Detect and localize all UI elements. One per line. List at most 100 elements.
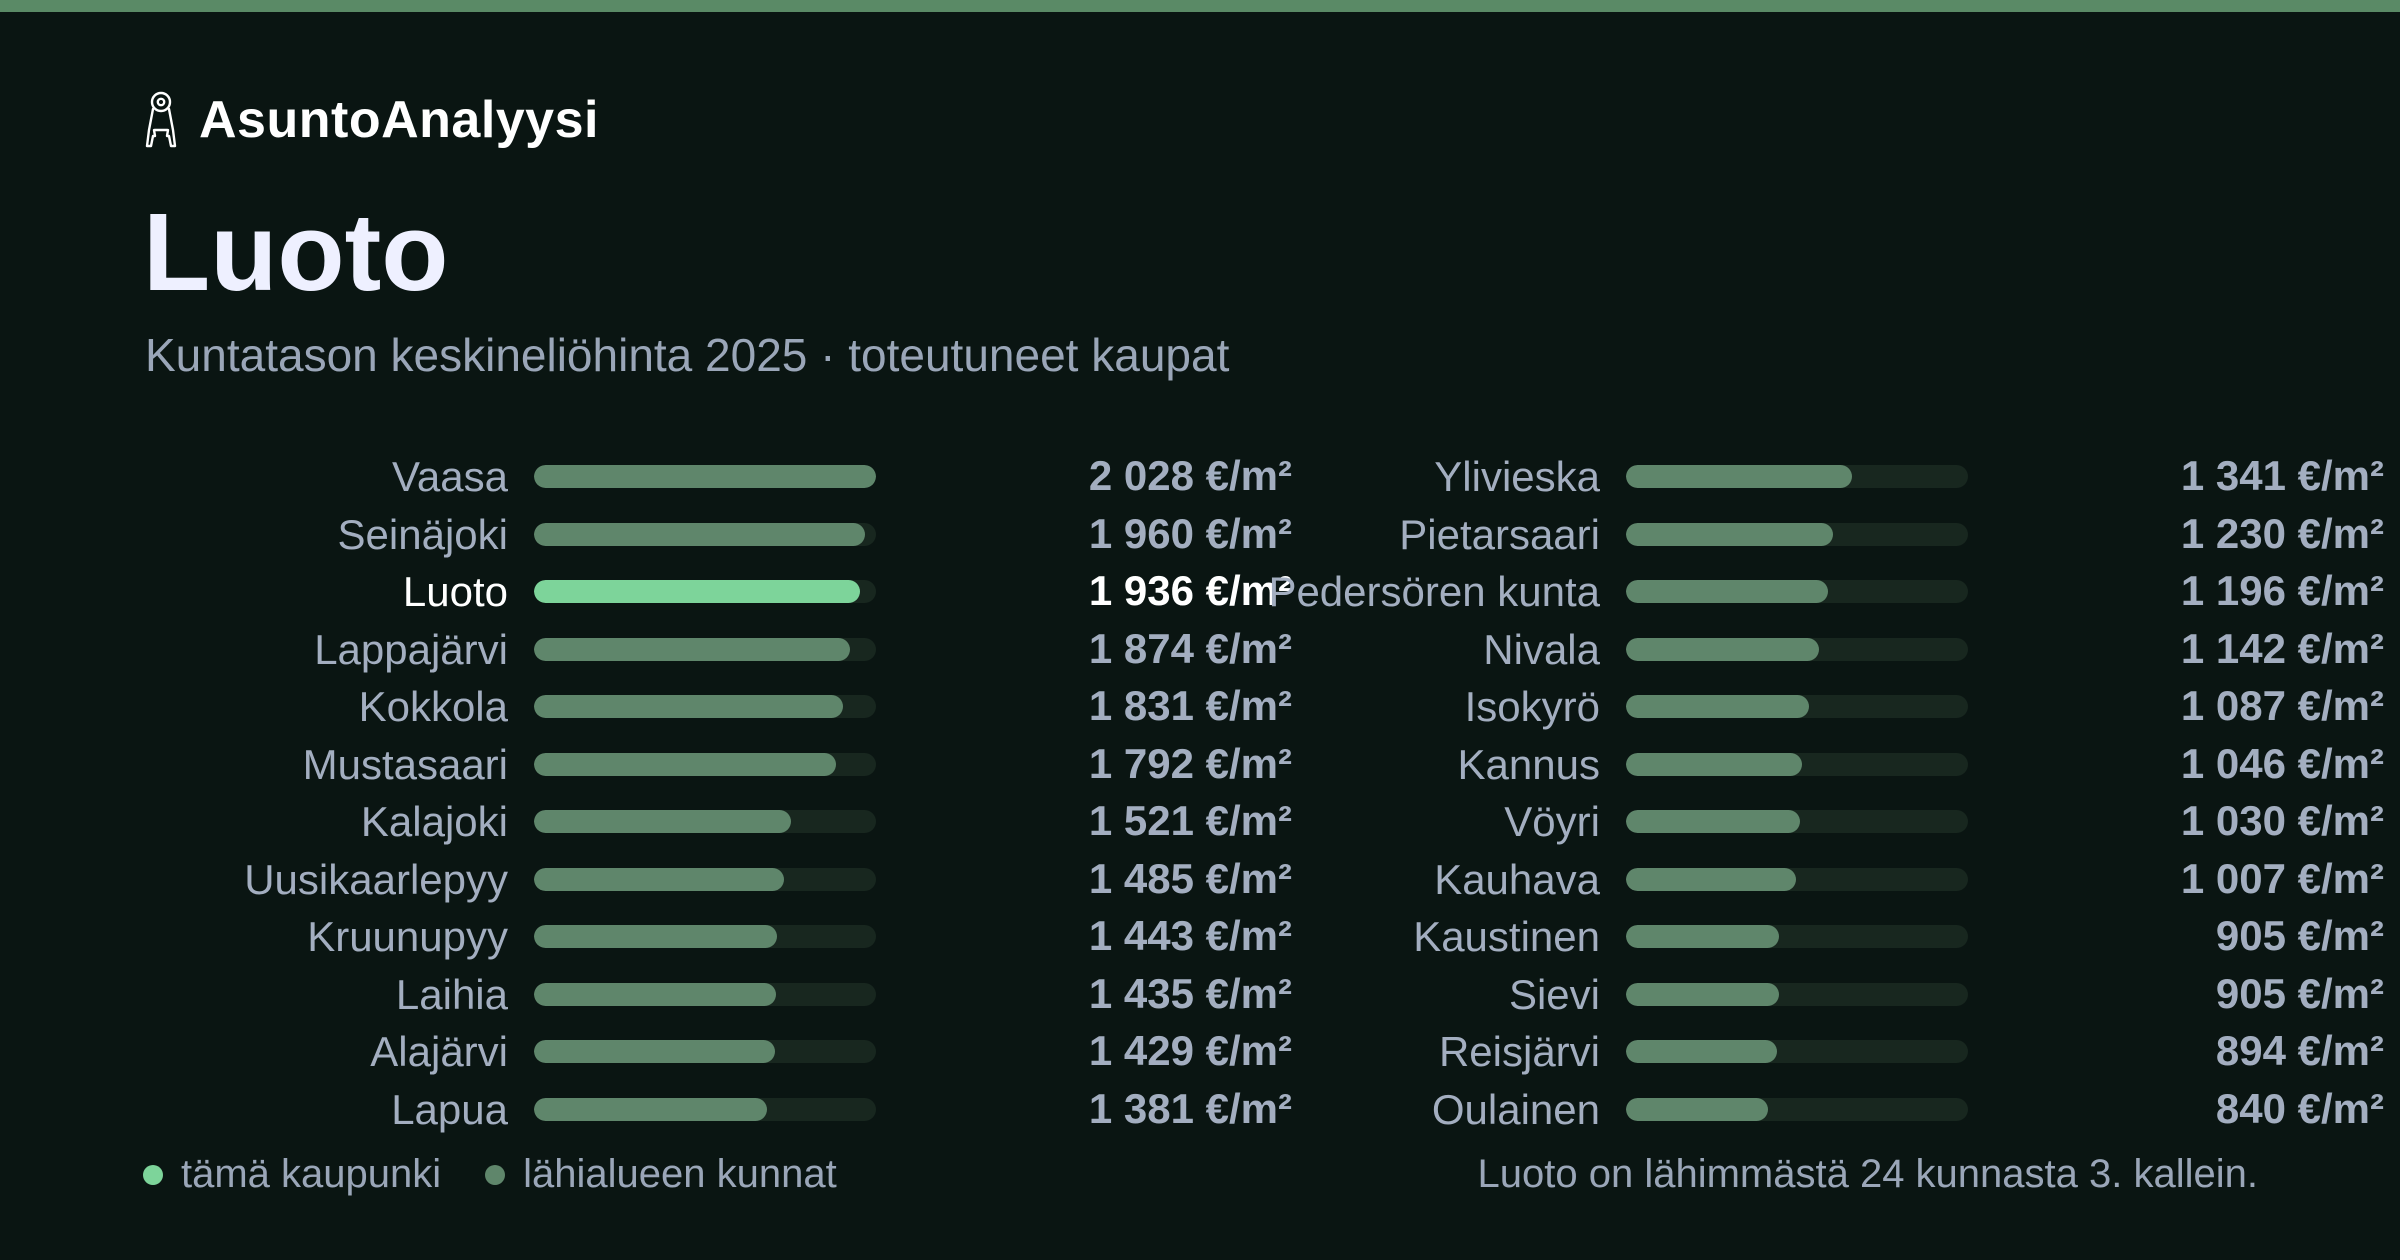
bar xyxy=(1626,580,1828,603)
legend-dot-neighbors xyxy=(485,1164,506,1185)
bar-track xyxy=(534,1040,876,1063)
bar-value-label: 1 435 €/m² xyxy=(1088,969,1292,1017)
legend-item-neighbors: lähialueen kunnat xyxy=(485,1152,837,1197)
bar-value-label: 1 341 €/m² xyxy=(2180,452,2384,499)
bar xyxy=(534,925,778,948)
bar xyxy=(534,1097,767,1121)
bar-track xyxy=(1626,925,1968,948)
bar-track xyxy=(1626,637,1968,661)
bar xyxy=(534,1040,775,1063)
bar-label: Luoto xyxy=(402,568,508,615)
bar-value-label: 1 087 €/m² xyxy=(2180,682,2384,729)
bar-value-label: 1 521 €/m² xyxy=(1088,797,1292,844)
bar-value-label: 905 €/m² xyxy=(2215,912,2384,959)
bar xyxy=(1626,925,1779,948)
bar-track xyxy=(534,580,876,603)
bar xyxy=(534,982,776,1006)
bar xyxy=(1626,752,1803,776)
bar-label: Pedersören kunta xyxy=(1268,568,1600,615)
bar-track xyxy=(534,810,876,833)
bar-track xyxy=(534,465,876,488)
bar-label: Kannus xyxy=(1457,740,1600,788)
bar-track xyxy=(1626,982,1968,1006)
bar-value-label: 894 €/m² xyxy=(2215,1027,2384,1074)
bar-value-label: 1 443 €/m² xyxy=(1088,912,1292,959)
bar-value-label: 1 196 €/m² xyxy=(2180,567,2384,614)
bar-track xyxy=(1626,810,1968,833)
bar xyxy=(1626,522,1834,546)
legend-dot-this-city xyxy=(143,1164,163,1185)
bar-value-label: 1 874 €/m² xyxy=(1088,624,1292,672)
legend-item-this-city: tämä kaupunki xyxy=(143,1152,441,1197)
bar xyxy=(534,580,861,603)
legend: tämä kaupunki lähialueen kunnat xyxy=(143,1152,881,1197)
bar-label: Kokkola xyxy=(358,683,508,730)
bar xyxy=(534,695,843,718)
bar-value-label: 2 028 €/m² xyxy=(1088,452,1292,499)
bar xyxy=(1626,1097,1768,1121)
bar-label: Mustasaari xyxy=(302,740,508,788)
bar-track xyxy=(1626,1040,1968,1063)
bar-label: Alajärvi xyxy=(370,1028,508,1075)
legend-label-this-city: tämä kaupunki xyxy=(181,1152,442,1196)
bar-track xyxy=(1626,1097,1968,1121)
footnote: Luoto on lähimmästä 24 kunnasta 3. kalle… xyxy=(1477,1152,2259,1196)
bar-label: Pietarsaari xyxy=(1399,510,1600,558)
bar-value-label: 905 €/m² xyxy=(2215,969,2384,1017)
bar-label: Vöyri xyxy=(1504,798,1600,845)
bar-track xyxy=(534,752,876,776)
bar-track xyxy=(534,522,876,546)
bar-track xyxy=(1626,522,1968,546)
bar xyxy=(534,867,785,891)
brand-name: AsuntoAnalyysi xyxy=(199,91,599,149)
bar-value-label: 1 831 €/m² xyxy=(1088,682,1292,729)
bar-value-label: 1 046 €/m² xyxy=(2180,739,2384,787)
bar xyxy=(1626,867,1796,891)
bar-value-label: 1 429 €/m² xyxy=(1088,1027,1292,1074)
bar-track xyxy=(1626,580,1968,603)
bar-label: Seinäjoki xyxy=(337,510,508,558)
bar xyxy=(1626,637,1819,661)
bar xyxy=(534,810,791,833)
bar-label: Nivala xyxy=(1483,625,1600,673)
bar-value-label: 840 €/m² xyxy=(2215,1084,2384,1132)
bar-value-label: 1 007 €/m² xyxy=(2180,854,2384,902)
bar-track xyxy=(1626,752,1968,776)
bar-value-label: 1 485 €/m² xyxy=(1088,854,1292,902)
bar-label: Ylivieska xyxy=(1434,453,1600,500)
bar xyxy=(534,522,865,546)
bar-label: Lapua xyxy=(391,1085,508,1133)
bar xyxy=(1626,810,1800,833)
bar xyxy=(534,752,837,776)
bar-label: Lappajärvi xyxy=(314,625,508,673)
bar xyxy=(534,637,851,661)
bar-value-label: 1 960 €/m² xyxy=(1088,509,1292,557)
bar-value-label: 1 030 €/m² xyxy=(2180,797,2384,844)
bar-track xyxy=(534,695,876,718)
bar-label: Isokyrö xyxy=(1464,683,1600,730)
legend-label-neighbors: lähialueen kunnat xyxy=(523,1152,837,1196)
bar-track xyxy=(534,867,876,891)
bar-label: Oulainen xyxy=(1431,1085,1600,1133)
bar-track xyxy=(1626,695,1968,718)
bar-track xyxy=(1626,867,1968,891)
bar-label: Uusikaarlepyy xyxy=(244,855,508,903)
bar xyxy=(1626,695,1810,718)
bar-track xyxy=(1626,465,1968,488)
bar-track xyxy=(534,925,876,948)
bar-label: Laihia xyxy=(395,970,508,1018)
bar xyxy=(1626,982,1779,1006)
bar xyxy=(1626,465,1853,488)
bar-value-label: 1 936 €/m² xyxy=(1088,567,1292,614)
bar xyxy=(1626,1040,1777,1063)
keys-icon xyxy=(145,91,177,148)
bar-value-label: 1 142 €/m² xyxy=(2180,624,2384,672)
bar-track xyxy=(534,1097,876,1121)
bar-label: Kalajoki xyxy=(360,798,508,845)
bar-track xyxy=(534,637,876,661)
bar-label: Kruunupyy xyxy=(307,913,508,960)
bar-value-label: 1 230 €/m² xyxy=(2180,509,2384,557)
bar-label: Reisjärvi xyxy=(1438,1028,1600,1075)
bar-track xyxy=(534,982,876,1006)
bar-label: Sievi xyxy=(1508,970,1600,1018)
